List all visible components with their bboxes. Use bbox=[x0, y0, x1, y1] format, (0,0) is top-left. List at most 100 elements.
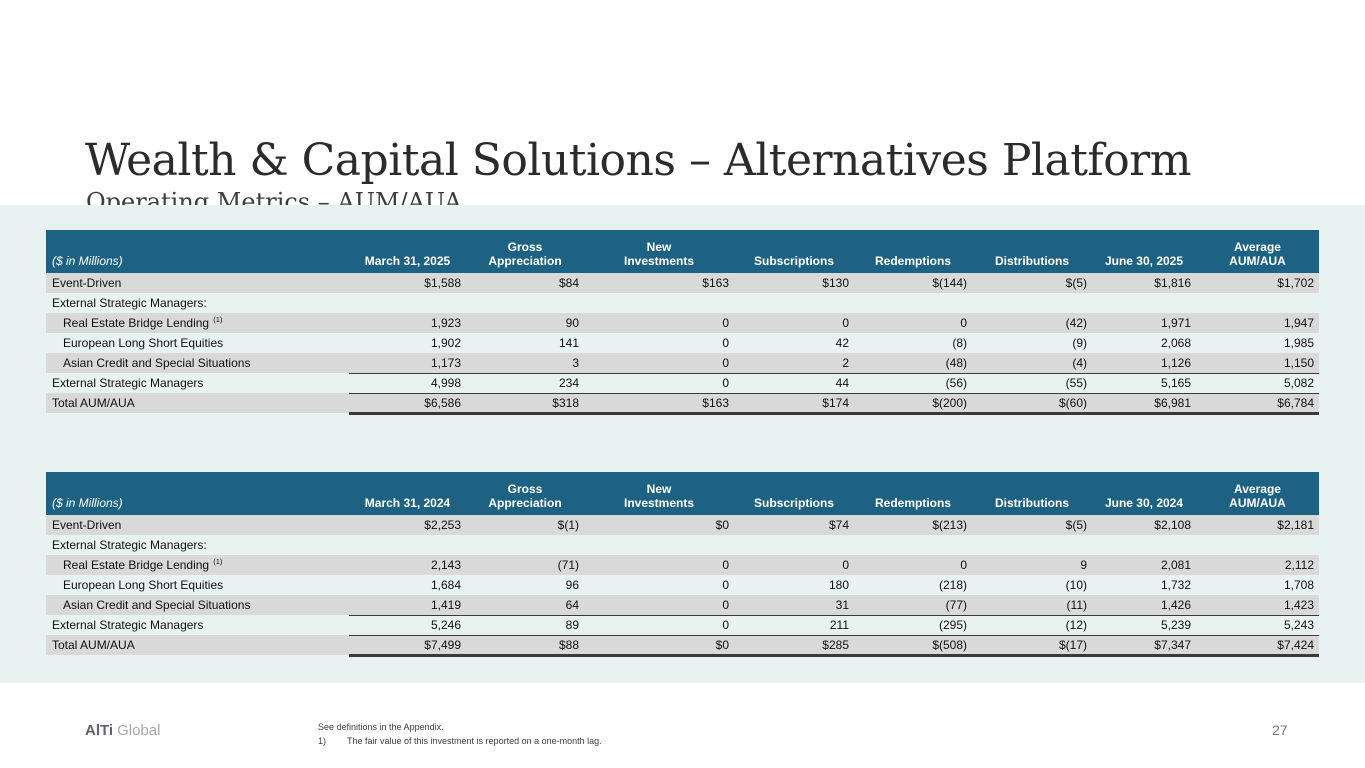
unit-label: ($ in Millions) bbox=[46, 472, 349, 515]
column-header: March 31, 2024 bbox=[349, 472, 466, 515]
value-cell: 1,902 bbox=[430, 336, 461, 350]
table-row: Event-Driven $1,588 $84 $163 $130 $(144) $(5) $… bbox=[46, 273, 1319, 293]
value-cell: 0 bbox=[722, 336, 729, 350]
value-cell: $6,586 bbox=[349, 393, 466, 415]
value-cell: $6,784 bbox=[1196, 393, 1319, 415]
value-cell: 2,081 bbox=[1092, 555, 1196, 575]
value-cell: 1,150 bbox=[1196, 353, 1319, 374]
value-cell: 1,985 bbox=[1283, 336, 1314, 350]
value-cell bbox=[584, 293, 734, 313]
column-header: Average AUM/AUA bbox=[1196, 472, 1319, 515]
value-cell bbox=[1092, 293, 1196, 313]
value-cell: $84 bbox=[466, 273, 584, 293]
row-label-cell: Asian Credit and Special Situations bbox=[46, 595, 349, 615]
value-cell: 0 bbox=[584, 373, 734, 394]
column-header: Gross Appreciation bbox=[466, 472, 584, 515]
footnote-ref: (1) bbox=[211, 557, 223, 566]
value-cell: 1,419 bbox=[349, 595, 466, 616]
value-cell: 1,732 bbox=[1160, 578, 1191, 592]
row-label-cell: External Strategic Managers bbox=[52, 376, 204, 390]
column-header: June 30, 2024 bbox=[1092, 472, 1196, 515]
table-row: Total AUM/AUA $6,586 $318 $163 $174 $(200) $(6… bbox=[46, 393, 1319, 415]
value-cell: $163 bbox=[584, 273, 734, 293]
company-logo: AlTi Global bbox=[85, 722, 160, 739]
value-cell: $285 bbox=[734, 635, 854, 657]
column-header: Gross Appreciation bbox=[466, 230, 584, 273]
column-header: Subscriptions bbox=[734, 230, 854, 273]
column-header: March 31, 2025 bbox=[349, 230, 466, 273]
value-cell: (55) bbox=[972, 373, 1092, 394]
value-cell: $1,816 bbox=[1092, 273, 1196, 293]
value-cell: $(213) bbox=[854, 515, 972, 535]
value-cell: 211 bbox=[734, 615, 854, 636]
value-cell: 1,923 bbox=[349, 313, 466, 333]
value-cell bbox=[1092, 535, 1196, 555]
value-cell: 5,165 bbox=[1092, 373, 1196, 394]
value-cell: $(200) bbox=[854, 393, 972, 415]
value-cell: $0 bbox=[584, 515, 734, 535]
value-cell: 0 bbox=[722, 578, 729, 592]
value-cell: (48) bbox=[854, 353, 972, 374]
value-cell: 1,684 bbox=[430, 578, 461, 592]
unit-label: ($ in Millions) bbox=[46, 230, 349, 273]
value-cell: (10) bbox=[1065, 578, 1087, 592]
value-cell: 2,112 bbox=[1196, 555, 1319, 575]
value-cell: (11) bbox=[972, 595, 1092, 616]
row-label-cell: External Strategic Managers: bbox=[52, 538, 207, 552]
value-cell: $(5) bbox=[972, 273, 1092, 293]
content-band: ($ in Millions) March 31, 2025 Gross Appre… bbox=[0, 205, 1365, 683]
value-cell bbox=[1196, 293, 1319, 313]
value-cell: 1,423 bbox=[1196, 595, 1319, 616]
value-cell: 1,126 bbox=[1092, 353, 1196, 374]
footnote-ref: (1) bbox=[211, 315, 223, 324]
value-cell bbox=[854, 535, 972, 555]
row-label-cell: Event-Driven bbox=[46, 515, 349, 535]
value-cell bbox=[466, 293, 584, 313]
page-title: Wealth & Capital Solutions – Alternative… bbox=[85, 135, 1191, 187]
logo-bold-text: AlTi bbox=[85, 722, 114, 739]
table-row: European Long Short Equities 1,684 96 0 180 (… bbox=[46, 575, 1319, 595]
column-header: Distributions bbox=[972, 230, 1092, 273]
value-cell: 9 bbox=[972, 555, 1092, 575]
value-cell: 5,082 bbox=[1196, 373, 1319, 394]
value-cell: 42 bbox=[835, 336, 849, 350]
value-cell: 5,246 bbox=[349, 615, 466, 636]
value-cell: $163 bbox=[584, 393, 734, 415]
value-cell: (218) bbox=[938, 578, 967, 592]
value-cell bbox=[972, 535, 1092, 555]
footnote-1-text: The fair value of this investment is rep… bbox=[347, 735, 602, 746]
value-cell: $(144) bbox=[854, 273, 972, 293]
value-cell: 1,708 bbox=[1283, 578, 1314, 592]
column-header: Redemptions bbox=[854, 230, 972, 273]
value-cell: 1,173 bbox=[349, 353, 466, 374]
table-row: Total AUM/AUA $7,499 $88 $0 $285 $(508) $(17) $… bbox=[46, 635, 1319, 657]
value-cell: 0 bbox=[734, 555, 854, 575]
footnote-appendix: See definitions in the Appendix. bbox=[318, 722, 444, 732]
value-cell bbox=[584, 535, 734, 555]
footnote-1: 1) The fair value of this investment is r… bbox=[318, 735, 602, 749]
value-cell: 0 bbox=[854, 313, 972, 333]
value-cell: 234 bbox=[466, 373, 584, 394]
row-label-cell: Event-Driven bbox=[46, 273, 349, 293]
row-label-cell: Real Estate Bridge Lending (1) bbox=[46, 555, 349, 575]
value-cell: 31 bbox=[734, 595, 854, 616]
value-cell: 0 bbox=[584, 353, 734, 374]
value-cell: 141 bbox=[558, 336, 579, 350]
value-cell: 0 bbox=[584, 595, 734, 616]
value-cell bbox=[854, 293, 972, 313]
value-cell: $2,253 bbox=[349, 515, 466, 535]
table-row: European Long Short Equities 1,902 141 0 42 (… bbox=[46, 333, 1319, 353]
row-label-cell: External Strategic Managers bbox=[52, 618, 204, 632]
value-cell: $(5) bbox=[972, 515, 1092, 535]
table-row: Asian Credit and Special Situations 1,419… bbox=[46, 595, 1319, 616]
column-header: Distributions bbox=[972, 472, 1092, 515]
value-cell: 96 bbox=[565, 578, 579, 592]
value-cell: $88 bbox=[466, 635, 584, 657]
value-cell: 5,239 bbox=[1092, 615, 1196, 636]
column-header: New Investments bbox=[584, 472, 734, 515]
value-cell: 1,947 bbox=[1196, 313, 1319, 333]
row-label-cell: Total AUM/AUA bbox=[46, 635, 349, 655]
value-cell: 89 bbox=[466, 615, 584, 636]
value-cell: $1,702 bbox=[1196, 273, 1319, 293]
value-cell: 0 bbox=[584, 555, 734, 575]
